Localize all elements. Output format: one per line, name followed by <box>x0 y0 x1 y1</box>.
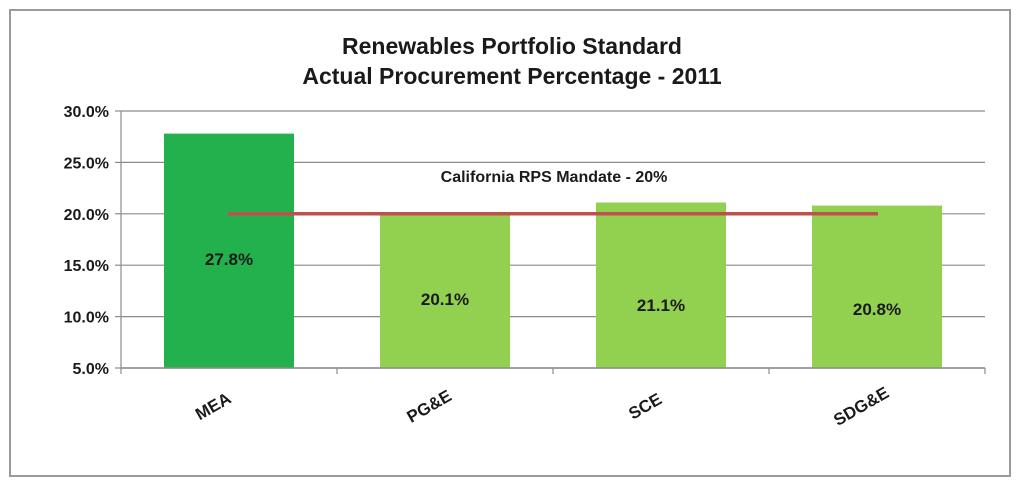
x-category-label: SCE <box>625 389 665 423</box>
bar-sce <box>596 202 726 368</box>
rps-mandate-label: California RPS Mandate - 20% <box>441 169 668 186</box>
y-tick-label: 15.0% <box>64 258 109 275</box>
y-tick-label: 25.0% <box>64 155 109 172</box>
bar-value-label: 21.1% <box>637 296 685 315</box>
x-category-label: PG&E <box>404 386 455 427</box>
y-tick-label: 20.0% <box>64 207 109 224</box>
bar-value-label: 20.1% <box>421 290 469 309</box>
y-tick-label: 30.0% <box>64 104 109 121</box>
chart-title-line-2: Actual Procurement Percentage - 2011 <box>302 63 722 89</box>
bar-mea <box>164 133 294 368</box>
bar-sdge <box>812 205 942 368</box>
bar-value-label: 20.8% <box>853 300 901 319</box>
x-category-label: MEA <box>192 389 234 424</box>
bar-pge <box>380 212 510 368</box>
y-tick-label: 10.0% <box>64 310 109 327</box>
x-category-label: SDG&E <box>830 383 892 430</box>
chart-title-line-1: Renewables Portfolio Standard <box>342 33 682 59</box>
y-tick-label: 5.0% <box>73 361 109 378</box>
bar-value-label: 27.8% <box>205 250 253 269</box>
